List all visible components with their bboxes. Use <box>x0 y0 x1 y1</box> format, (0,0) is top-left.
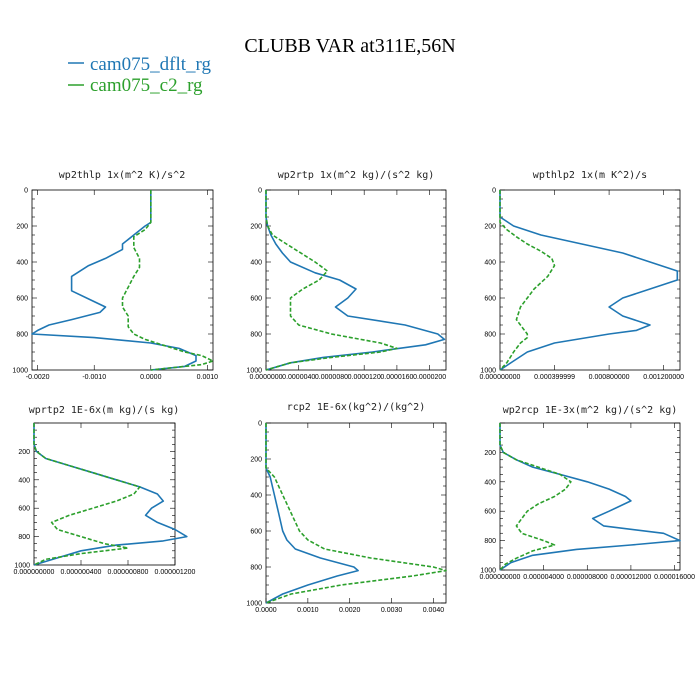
y-tick-label: 200 <box>484 450 496 457</box>
x-tick-label: 0.0030 <box>381 607 403 614</box>
x-tick-label: 0.000001200 <box>155 569 196 576</box>
x-tick-label: 0.0040 <box>423 607 445 614</box>
y-tick-label: 200 <box>18 449 30 456</box>
x-tick-label: 0.000000000 <box>480 574 521 581</box>
panel-title: wp2rcp 1E-3x(m^2 kg)/(s^2 kg) <box>503 405 678 416</box>
y-tick-label: 200 <box>16 224 28 231</box>
y-tick-label: 1000 <box>480 368 496 375</box>
x-tick-label: 0.0000200 <box>413 374 446 381</box>
legend-item-c2: cam075_c2_rg <box>68 75 203 96</box>
panel-1: wp2thlp 1x(m^2 K)/s^202004006008001000-0… <box>12 170 218 381</box>
x-tick-label: 0.0000000 <box>249 374 282 381</box>
x-tick-label: 0.0000 <box>255 607 277 614</box>
y-tick-label: 600 <box>484 296 496 303</box>
series-line-c2 <box>499 190 556 371</box>
y-tick-label: 400 <box>484 260 496 267</box>
panel-4: wprtp2 1E-6x(m kg)/(s kg) 200 400 600 800 100… <box>14 405 196 576</box>
y-tick-label: 400 <box>16 260 28 267</box>
panel-title: rcp2 1E-6x(kg^2)/(kg^2) <box>287 402 425 413</box>
y-tick-label: 600 <box>484 509 496 516</box>
y-tick-label: 0 <box>258 421 262 428</box>
series-line-c2 <box>265 190 398 371</box>
x-tick-label: 0.001200000 <box>643 374 684 381</box>
legend-label-c2: cam075_c2_rg <box>90 75 203 96</box>
x-tick-label: 0.0000160 <box>380 374 413 381</box>
series-line-dflt <box>499 190 679 371</box>
series-line-dflt <box>265 423 359 604</box>
panel-3: wpthlp2 1x(m K^2)/s020040060080010000.00… <box>480 170 685 381</box>
plot-frame <box>499 189 681 371</box>
y-tick-label: 1000 <box>246 601 262 608</box>
x-tick-label: 0.000399999 <box>534 374 575 381</box>
y-tick-label: 200 <box>250 224 262 231</box>
y-tick-label: 0 <box>24 188 28 195</box>
series-line-dflt <box>31 190 197 371</box>
plot-frame <box>33 422 176 566</box>
x-tick-label: 0.0000080 <box>315 374 348 381</box>
legend-label-dflt: cam075_dflt_rg <box>90 54 212 75</box>
y-tick-label: 1000 <box>14 563 30 570</box>
y-tick-label: 800 <box>250 565 262 572</box>
series-line-dflt <box>33 423 188 566</box>
y-tick-label: 200 <box>250 457 262 464</box>
x-tick-label: 0.0010 <box>297 607 319 614</box>
figure-title: CLUBB VAR at311E,56N <box>244 35 455 57</box>
panel-title: wpthlp2 1x(m K^2)/s <box>533 170 647 181</box>
y-tick-label: 600 <box>18 506 30 513</box>
y-tick-label: 200 <box>484 224 496 231</box>
panels: wp2thlp 1x(m^2 K)/s^202004006008001000-0… <box>12 170 695 614</box>
x-tick-label: 0.0010 <box>197 374 219 381</box>
panel-5: rcp2 1E-6x(kg^2)/(kg^2) 0 200 400 600 800 1000… <box>246 402 447 614</box>
series-line-c2 <box>265 423 447 604</box>
x-tick-label: 0.000012000 <box>610 574 651 581</box>
plot-frame <box>265 422 447 604</box>
panel-title: wp2thlp 1x(m^2 K)/s^2 <box>59 170 185 181</box>
series-line-c2 <box>499 423 572 571</box>
legend: cam075_dflt_rg cam075_c2_rg <box>68 54 212 96</box>
y-tick-label: 400 <box>250 260 262 267</box>
y-tick-label: 400 <box>250 493 262 500</box>
x-tick-label: 0.0000040 <box>282 374 315 381</box>
y-tick-label: 800 <box>18 534 30 541</box>
y-tick-label: 1000 <box>12 368 28 375</box>
y-tick-label: 800 <box>484 332 496 339</box>
legend-item-dflt: cam075_dflt_rg <box>68 54 212 75</box>
panel-title: wp2rtp 1x(m^2 kg)/(s^2 kg) <box>278 170 435 181</box>
x-tick-label: 0.000000000 <box>480 374 521 381</box>
x-tick-label: 0.000000800 <box>108 569 149 576</box>
x-tick-label: -0.0010 <box>82 374 106 381</box>
plot-frame <box>265 189 447 371</box>
plot-frame <box>31 189 214 371</box>
y-tick-label: 1000 <box>246 368 262 375</box>
y-tick-label: 1000 <box>480 568 496 575</box>
y-tick-label: 800 <box>484 538 496 545</box>
x-tick-label: 0.000000400 <box>61 569 102 576</box>
y-tick-label: 800 <box>16 332 28 339</box>
y-tick-label: 600 <box>250 529 262 536</box>
x-tick-label: 0.0000120 <box>348 374 381 381</box>
x-tick-label: 0.000016000 <box>654 574 695 581</box>
y-tick-label: 400 <box>484 479 496 486</box>
x-tick-label: -0.0020 <box>26 374 50 381</box>
x-tick-label: 0.0020 <box>339 607 361 614</box>
y-tick-label: 400 <box>18 477 30 484</box>
y-tick-label: 0 <box>492 188 496 195</box>
y-tick-label: 600 <box>250 296 262 303</box>
x-tick-label: 0.000004000 <box>523 574 564 581</box>
x-tick-label: 0.000008000 <box>567 574 608 581</box>
series-line-c2 <box>121 190 214 371</box>
panel-title: wprtp2 1E-6x(m kg)/(s kg) <box>29 405 180 416</box>
x-tick-label: 0.000000000 <box>14 569 55 576</box>
y-tick-label: 600 <box>16 296 28 303</box>
x-tick-label: 0.000800000 <box>589 374 630 381</box>
y-tick-label: 800 <box>250 332 262 339</box>
panel-6: wp2rcp 1E-3x(m^2 kg)/(s^2 kg) 200 400 600 80… <box>480 405 696 581</box>
y-tick-label: 0 <box>258 188 262 195</box>
x-tick-label: 0.0000 <box>140 374 162 381</box>
panel-2: wp2rtp 1x(m^2 kg)/(s^2 kg) 0 200 400 600 800 1… <box>246 170 447 381</box>
series-line-dflt <box>499 423 681 571</box>
series-line-dflt <box>265 190 446 371</box>
series-line-c2 <box>33 423 141 566</box>
